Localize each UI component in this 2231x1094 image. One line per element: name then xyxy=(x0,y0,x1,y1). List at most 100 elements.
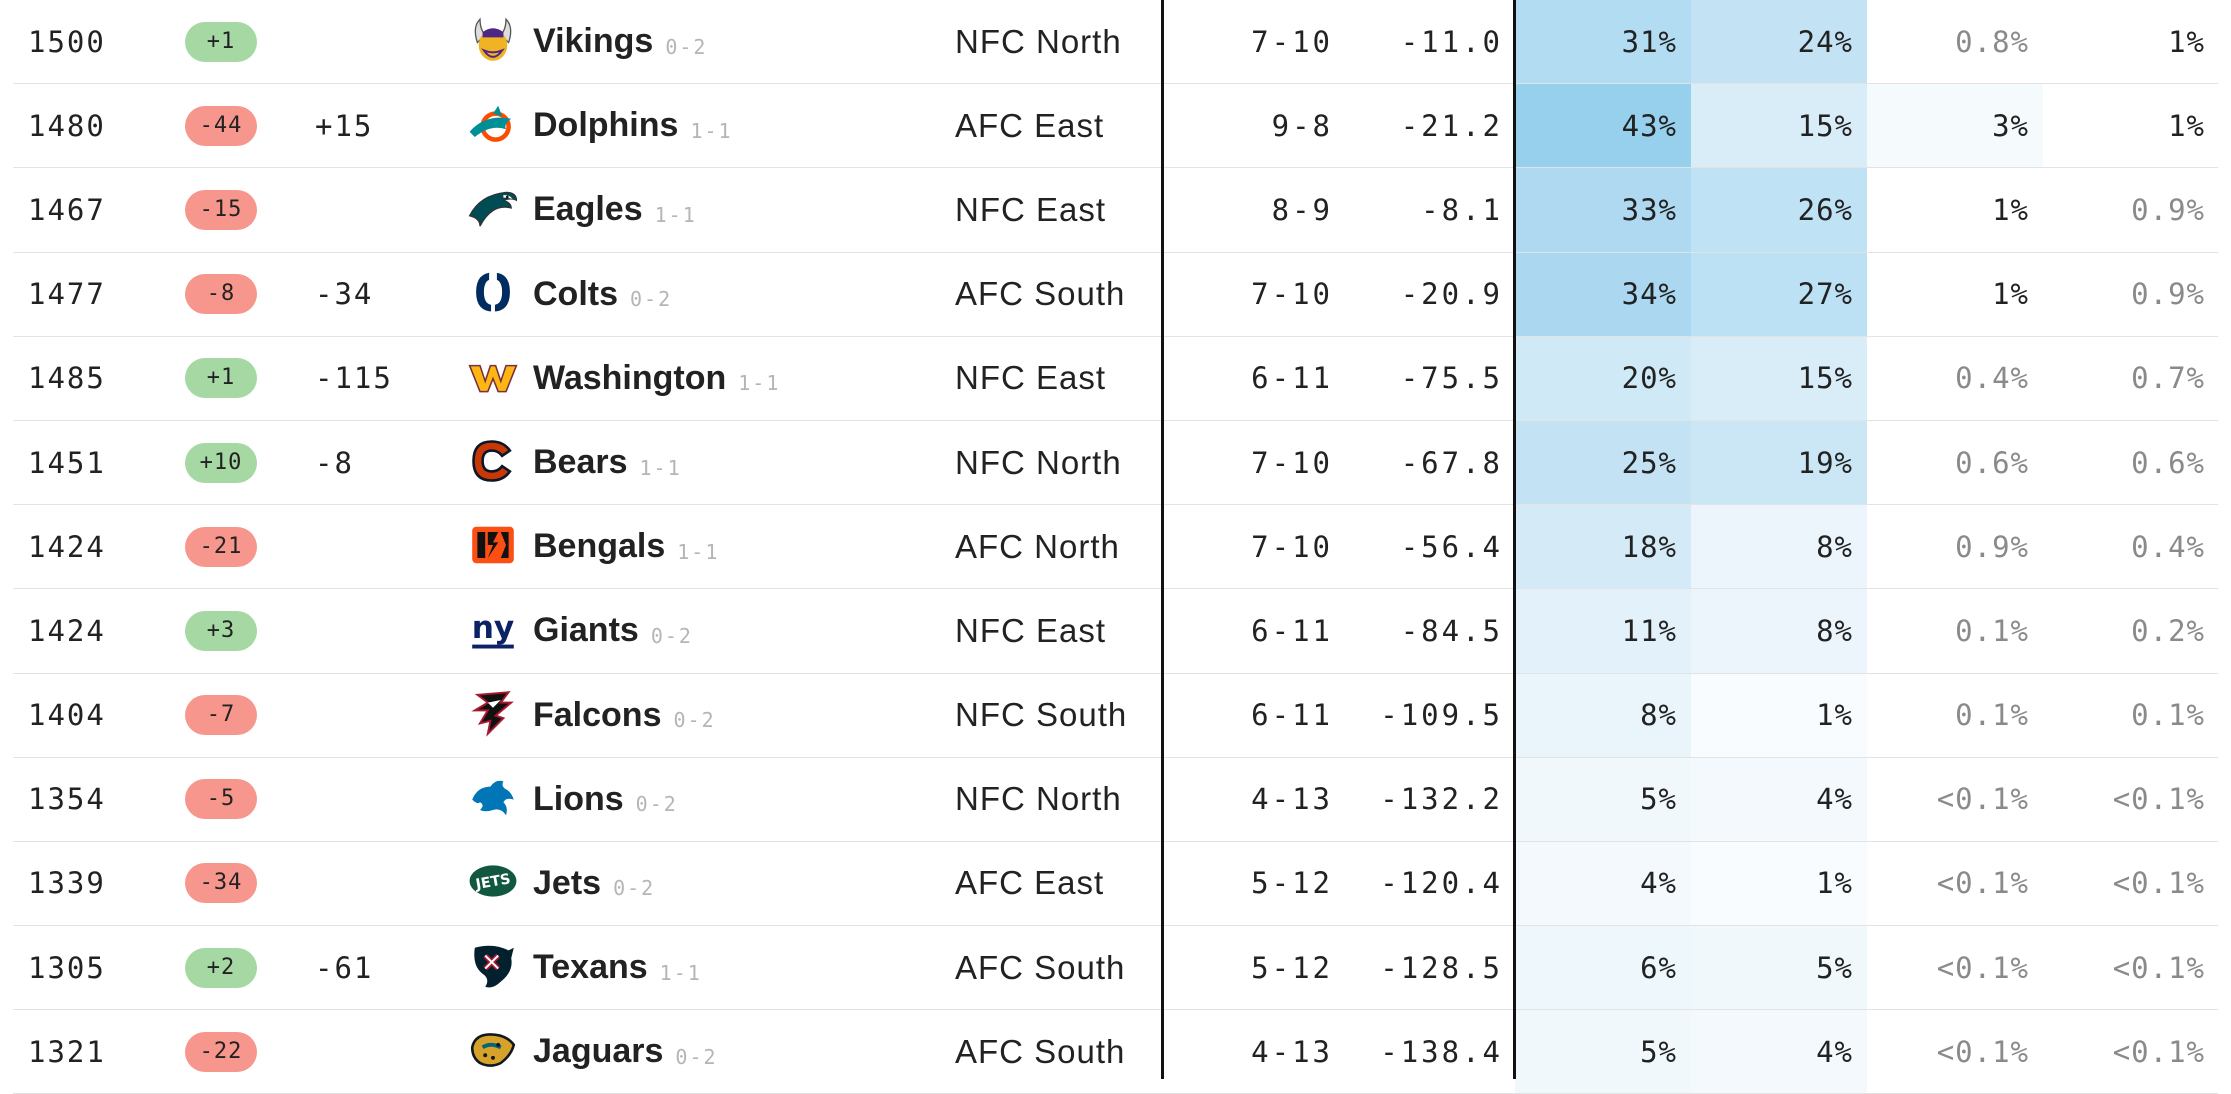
team-logo xyxy=(465,926,521,1009)
point-differential: -120.4 xyxy=(1380,866,1503,901)
standings-table: 1500 +1 Vikings 0-2 NFC North 7-10 -11.0 … xyxy=(13,0,2219,1094)
table-row[interactable]: 1424 -21 Bengals 1-1 AFC North 7-10 -56.4… xyxy=(13,505,2219,590)
projected-record: 7-10 xyxy=(1251,277,1333,312)
column-divider xyxy=(1513,0,1516,1079)
make-super-bowl-pct: 1% xyxy=(1867,252,2043,336)
table-row[interactable]: 1404 -7 Falcons 0-2 NFC South 6-11 -109.5… xyxy=(13,673,2219,758)
team-name[interactable]: Vikings 0-2 xyxy=(533,0,953,83)
make-playoffs-pct: 33% xyxy=(1515,168,1691,252)
win-super-bowl-pct: <0.1% xyxy=(2043,841,2219,926)
table-row[interactable]: 1480 -44 +15 Dolphins 1-1 AFC East 9-8 -2… xyxy=(13,84,2219,169)
projected-record: 8-9 xyxy=(1271,192,1333,227)
team-name[interactable]: Jets 0-2 xyxy=(533,842,953,925)
table-row[interactable]: 1451 +10 -8 Bears 1-1 NFC North 7-10 -67.… xyxy=(13,420,2219,506)
elo-change-badge: +1 xyxy=(185,358,257,399)
table-row[interactable]: 1321 -22 Jaguars 0-2 AFC South 4-13 -138.… xyxy=(13,1010,2219,1094)
team-record: 1-1 xyxy=(639,455,682,480)
table-row[interactable]: 1424 +3 ny Giants 0-2 NFC East 6-11 -84.5… xyxy=(13,589,2219,674)
make-super-bowl-pct: <0.1% xyxy=(1867,926,2043,1010)
team-name[interactable]: Bengals 1-1 xyxy=(533,505,953,588)
elo-change-badge: -34 xyxy=(185,863,257,904)
projected-record: 5-12 xyxy=(1251,950,1333,985)
point-differential: -8.1 xyxy=(1421,192,1503,227)
team-name[interactable]: Lions 0-2 xyxy=(533,758,953,841)
table-row[interactable]: 1500 +1 Vikings 0-2 NFC North 7-10 -11.0 … xyxy=(13,0,2219,85)
point-differential: -84.5 xyxy=(1400,613,1503,648)
team-name[interactable]: Bears 1-1 xyxy=(533,421,953,504)
team-name[interactable]: Eagles 1-1 xyxy=(533,168,953,251)
win-super-bowl-pct: 0.7% xyxy=(2043,336,2219,420)
elo-rating: 1485 xyxy=(28,361,106,396)
elo-change-badge: -7 xyxy=(185,695,257,736)
make-playoffs-pct: 5% xyxy=(1515,1010,1691,1094)
elo-change: -5 xyxy=(183,758,259,841)
team-name-label: Eagles xyxy=(533,190,643,229)
table-row[interactable]: 1477 -8 -34 Colts 0-2 AFC South 7-10 -20.… xyxy=(13,252,2219,337)
win-super-bowl-pct: 0.9% xyxy=(2043,252,2219,336)
elo-change-badge: +2 xyxy=(185,947,257,988)
make-super-bowl-pct: 0.4% xyxy=(1867,336,2043,420)
elo-change: +2 xyxy=(183,926,259,1009)
projected-record: 9-8 xyxy=(1271,108,1333,143)
team-name-label: Jets xyxy=(533,863,602,902)
table-row[interactable]: 1485 +1 -115 Washington 1-1 NFC East 6-11… xyxy=(13,336,2219,421)
projected-record: 6-11 xyxy=(1251,361,1333,396)
team-record: 0-2 xyxy=(650,623,693,648)
win-super-bowl-pct: 0.4% xyxy=(2043,505,2219,589)
elo-rating: 1305 xyxy=(28,950,106,985)
make-super-bowl-pct: 0.1% xyxy=(1867,589,2043,673)
make-super-bowl-pct: <0.1% xyxy=(1867,757,2043,841)
team-name[interactable]: Giants 0-2 xyxy=(533,589,953,672)
win-division-pct: 19% xyxy=(1691,420,1867,505)
elo-change-badge: +3 xyxy=(185,610,257,651)
elo-rating: 1500 xyxy=(28,24,106,59)
point-differential: -20.9 xyxy=(1400,277,1503,312)
elo-change: -15 xyxy=(183,168,259,251)
team-logo xyxy=(465,758,521,841)
win-super-bowl-pct: <0.1% xyxy=(2043,1010,2219,1094)
division: AFC East xyxy=(955,106,1105,144)
washington-logo xyxy=(467,350,519,406)
division: AFC North xyxy=(955,527,1120,565)
team-name[interactable]: Texans 1-1 xyxy=(533,926,953,1009)
win-division-pct: 26% xyxy=(1691,168,1867,252)
division: NFC East xyxy=(955,611,1107,649)
make-super-bowl-pct: 0.8% xyxy=(1867,0,2043,84)
elo-change: -7 xyxy=(183,674,259,757)
win-division-pct: 4% xyxy=(1691,757,1867,841)
team-record: 0-2 xyxy=(665,34,708,59)
make-playoffs-pct: 31% xyxy=(1515,0,1691,84)
qb-adjustment xyxy=(315,168,435,251)
eagles-logo xyxy=(467,182,519,238)
elo-change-badge: -5 xyxy=(185,779,257,820)
win-division-pct: 24% xyxy=(1691,0,1867,84)
texans-logo xyxy=(467,940,519,996)
team-name-label: Colts xyxy=(533,274,618,313)
make-super-bowl-pct: <0.1% xyxy=(1867,841,2043,926)
elo-rating: 1424 xyxy=(28,613,106,648)
team-name[interactable]: Falcons 0-2 xyxy=(533,674,953,757)
team-name-label: Texans xyxy=(533,948,648,987)
team-name[interactable]: Colts 0-2 xyxy=(533,253,953,336)
team-name[interactable]: Jaguars 0-2 xyxy=(533,1010,953,1093)
svg-text:JETS: JETS xyxy=(474,872,512,894)
team-logo xyxy=(465,168,521,251)
team-name[interactable]: Washington 1-1 xyxy=(533,337,953,420)
table-row[interactable]: 1467 -15 Eagles 1-1 NFC East 8-9 -8.1 33%… xyxy=(13,168,2219,253)
projected-record: 7-10 xyxy=(1251,529,1333,564)
elo-rating: 1467 xyxy=(28,192,106,227)
giants-logo: ny xyxy=(467,603,519,659)
point-differential: -109.5 xyxy=(1380,698,1503,733)
svg-text:ny: ny xyxy=(472,610,515,646)
elo-change: +1 xyxy=(183,337,259,420)
win-division-pct: 15% xyxy=(1691,84,1867,168)
qb-adjustment: -34 xyxy=(315,277,374,312)
table-row[interactable]: 1305 +2 -61 Texans 1-1 AFC South 5-12 -12… xyxy=(13,926,2219,1011)
make-playoffs-pct: 20% xyxy=(1515,336,1691,420)
team-logo xyxy=(465,337,521,420)
team-name[interactable]: Dolphins 1-1 xyxy=(533,84,953,167)
table-row[interactable]: 1354 -5 Lions 0-2 NFC North 4-13 -132.2 5… xyxy=(13,757,2219,842)
table-row[interactable]: 1339 -34 JETS Jets 0-2 AFC East 5-12 -120… xyxy=(13,841,2219,927)
team-record: 1-1 xyxy=(677,539,720,564)
division: NFC South xyxy=(955,696,1128,734)
